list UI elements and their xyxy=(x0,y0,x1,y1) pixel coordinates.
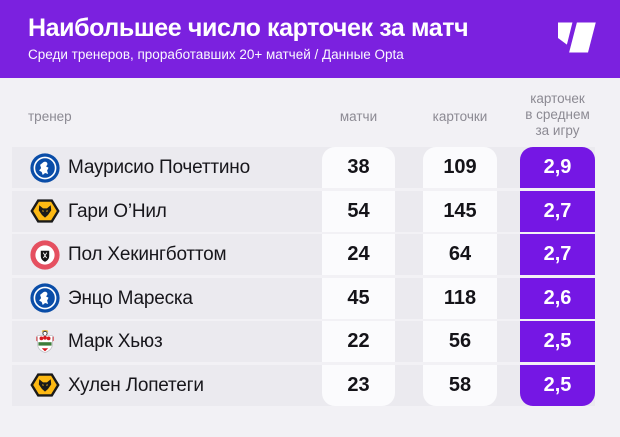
coach-name: Пол Хекингботтом xyxy=(68,244,227,265)
avg-cards-per-game-value: 2,6 xyxy=(520,277,595,319)
coach-name: Энцо Мареска xyxy=(68,287,193,309)
page-title: Наибольшее число карточек за матч xyxy=(28,14,469,42)
table-row: Энцо Мареска 45 118 2,6 xyxy=(12,277,595,319)
cards-value: 109 xyxy=(423,147,497,188)
matches-value: 24 xyxy=(322,234,395,275)
wolverhampton-badge-icon xyxy=(30,370,60,400)
coach-name: Хулен Лопетеги xyxy=(68,374,204,396)
sports-ru-logo-icon xyxy=(558,22,596,53)
avg-cards-per-game-value: 2,5 xyxy=(520,321,595,362)
southampton-badge-icon xyxy=(30,327,60,357)
column-header-cards: карточки xyxy=(432,109,488,124)
table-row: Маурисио Почеттино 38 109 2,9 xyxy=(12,147,595,188)
coach-name: Марк Хьюз xyxy=(68,331,163,352)
chelsea-badge-icon xyxy=(30,152,60,183)
matches-value: 45 xyxy=(322,277,395,319)
matches-value: 22 xyxy=(322,321,395,362)
table-row: Хулен Лопетеги 23 58 2,5 xyxy=(12,364,595,406)
table-row: Пол Хекингботтом 24 64 2,7 xyxy=(12,234,595,275)
column-header-matches: матчи xyxy=(339,109,378,124)
matches-value: 54 xyxy=(322,190,395,232)
sheffield-united-badge-icon xyxy=(30,239,60,270)
avg-cards-per-game-value: 2,7 xyxy=(520,234,595,275)
column-header-avg-cards-per-game: карточек в среднем за игру xyxy=(525,91,590,138)
wolverhampton-badge-icon xyxy=(30,196,60,226)
avg-cards-per-game-value: 2,7 xyxy=(520,190,595,232)
cards-value: 145 xyxy=(423,190,497,232)
coach-name: Маурисио Почеттино xyxy=(68,157,250,178)
chelsea-badge-icon xyxy=(30,283,60,313)
avg-cards-per-game-value: 2,5 xyxy=(520,364,595,406)
matches-value: 23 xyxy=(322,364,395,406)
coach-name: Гари О’Нил xyxy=(68,200,167,222)
table-row: Гари О’Нил 54 145 2,7 xyxy=(12,190,595,232)
cards-value: 64 xyxy=(423,234,497,275)
header-banner: Наибольшее число карточек за матч Среди … xyxy=(0,0,620,78)
coaches-table: Маурисио Почеттино 38 109 2,9 Гари О’Нил 54 14… xyxy=(12,147,595,408)
cards-value: 56 xyxy=(423,321,497,362)
table-row: Марк Хьюз 22 56 2,5 xyxy=(12,321,595,362)
column-header-coach: тренер xyxy=(28,109,72,124)
avg-cards-per-game-value: 2,9 xyxy=(520,147,595,188)
cards-value: 118 xyxy=(423,277,497,319)
matches-value: 38 xyxy=(322,147,395,188)
cards-value: 58 xyxy=(423,364,497,406)
page-subtitle: Среди тренеров, проработавших 20+ матчей… xyxy=(28,47,404,62)
